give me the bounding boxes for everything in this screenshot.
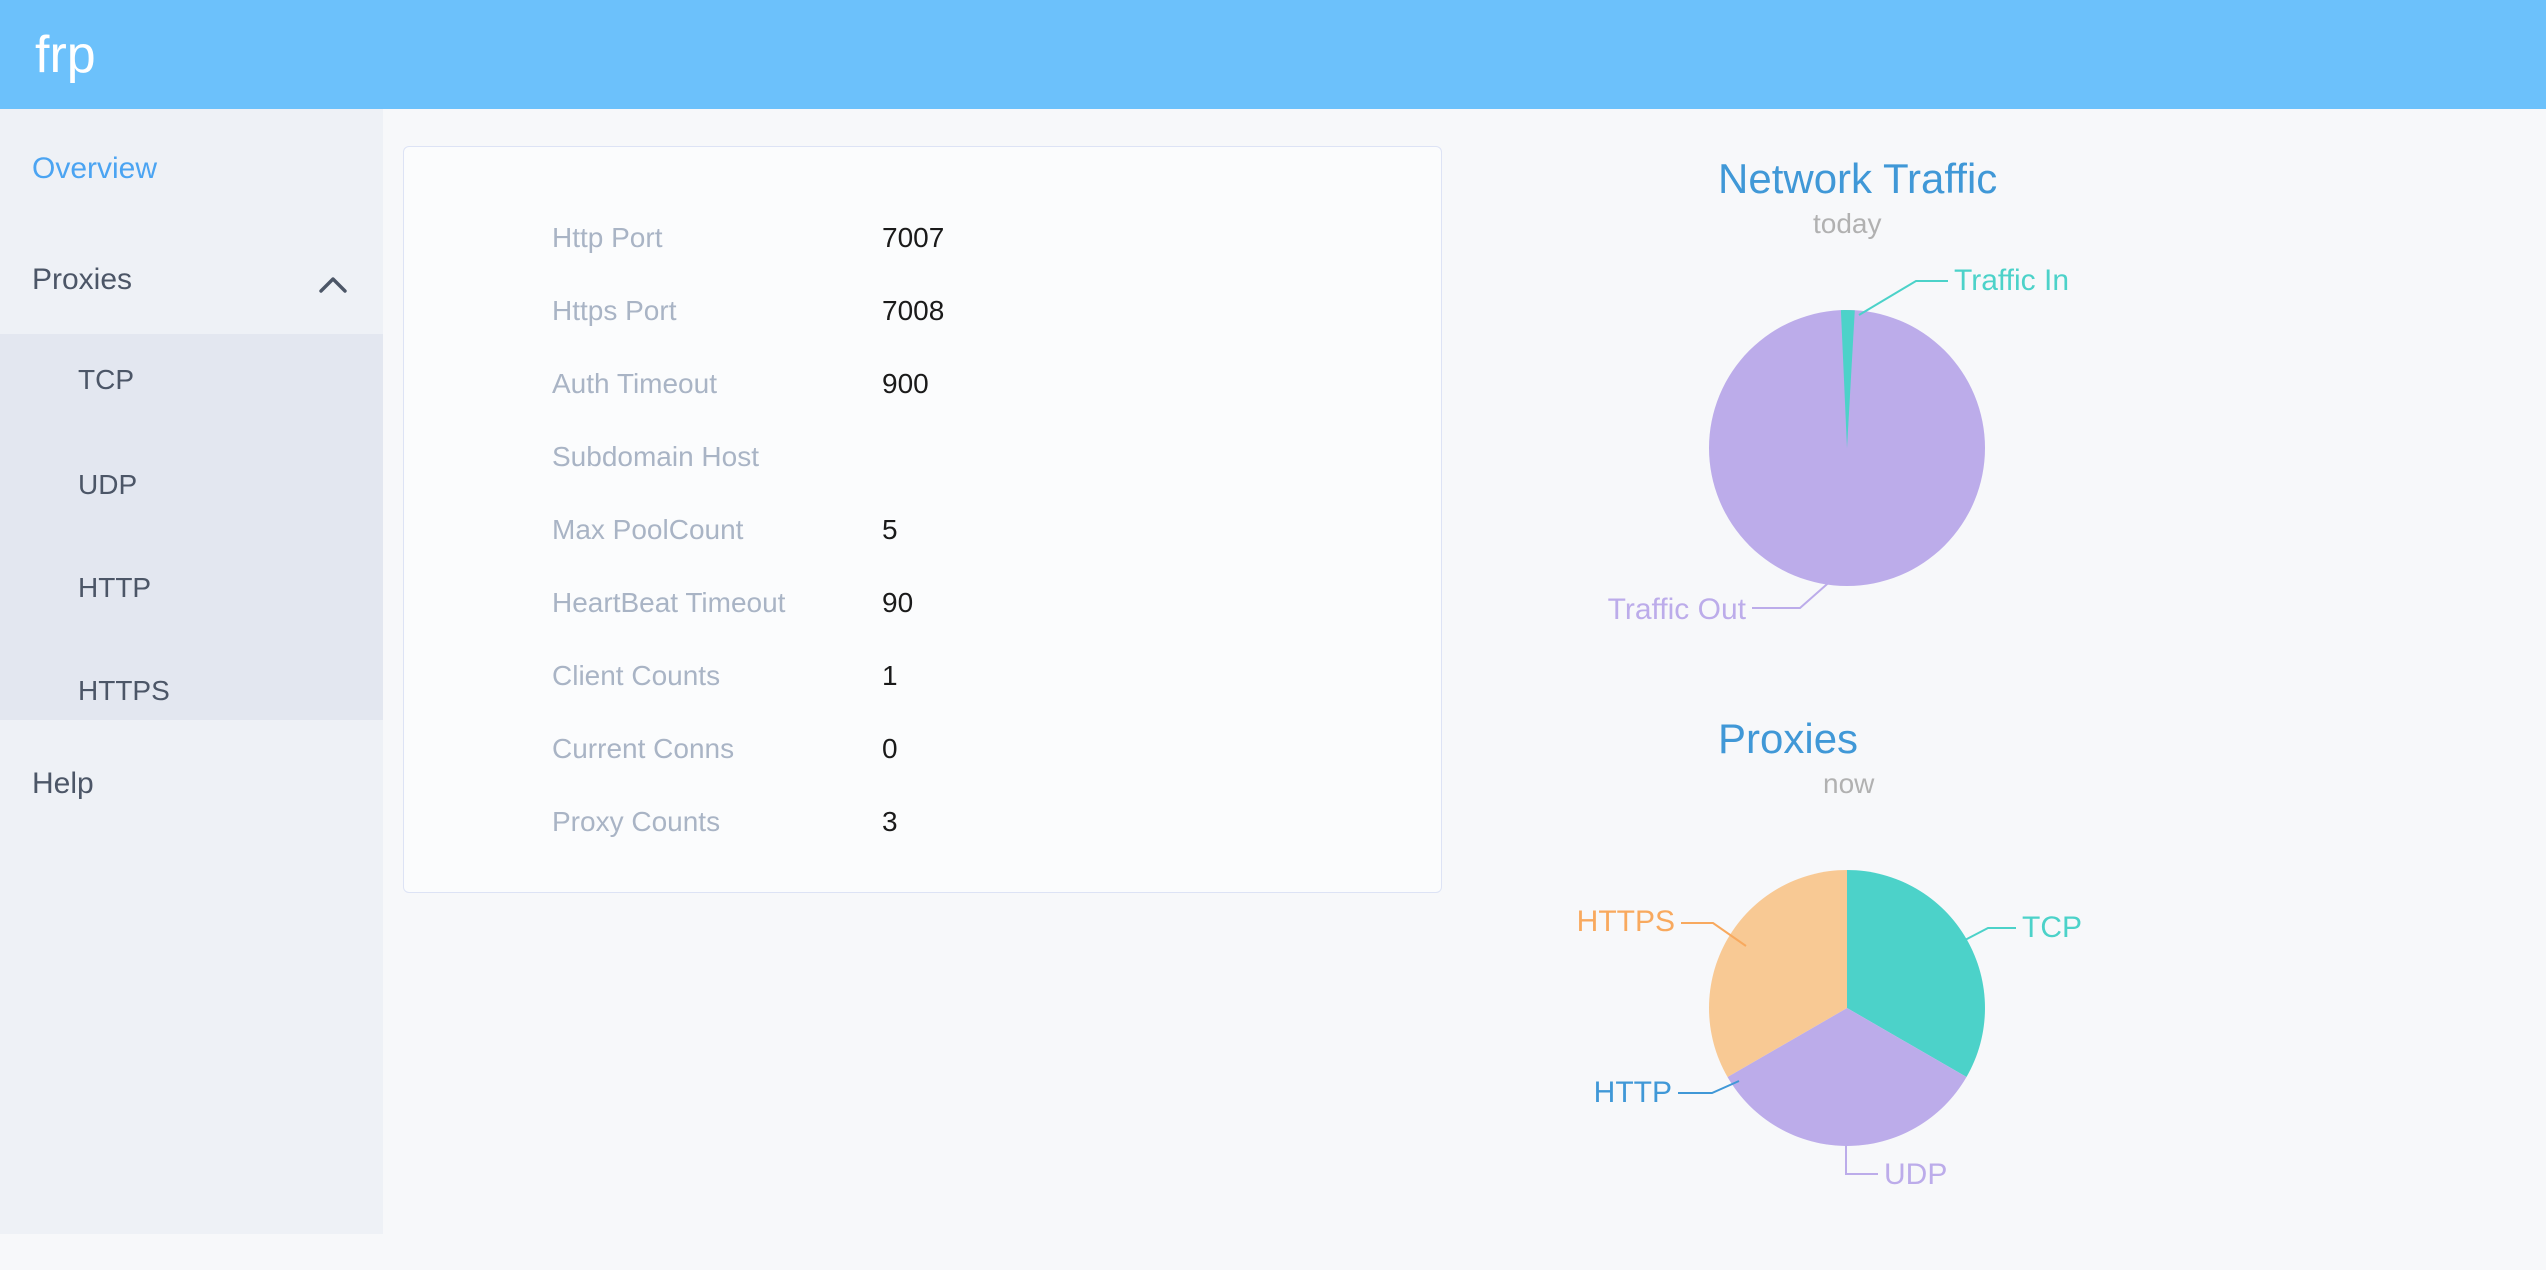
svg-text:Traffic In: Traffic In: [1954, 264, 2069, 297]
svg-text:TCP: TCP: [2022, 911, 2082, 944]
svg-text:HTTPS: HTTPS: [1577, 905, 1675, 938]
svg-text:UDP: UDP: [1884, 1158, 1947, 1191]
svg-text:Traffic Out: Traffic Out: [1608, 593, 1747, 626]
svg-text:HTTP: HTTP: [1594, 1076, 1672, 1109]
